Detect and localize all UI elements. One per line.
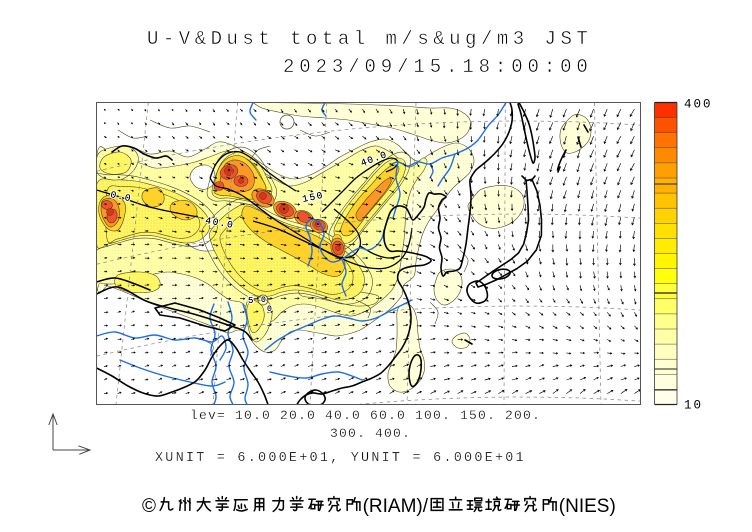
svg-text:400: 400 [684,98,713,112]
svg-text:(NIES): (NIES) [559,496,616,517]
svg-text:150: 150 [301,190,325,205]
svg-text:0: 0 [267,305,273,314]
svg-text:0: 0 [267,305,273,314]
svg-text:©: © [142,496,156,517]
svg-text:5: 5 [248,296,255,306]
svg-text:10: 10 [684,399,703,413]
svg-text:40.0: 40.0 [204,215,235,231]
svg-text:0.0: 0.0 [109,189,133,204]
svg-text:0: 0 [261,296,267,305]
svg-text:(RIAM)/: (RIAM)/ [363,496,429,517]
svg-text:5: 5 [248,296,255,306]
svg-text:0: 0 [261,296,267,305]
